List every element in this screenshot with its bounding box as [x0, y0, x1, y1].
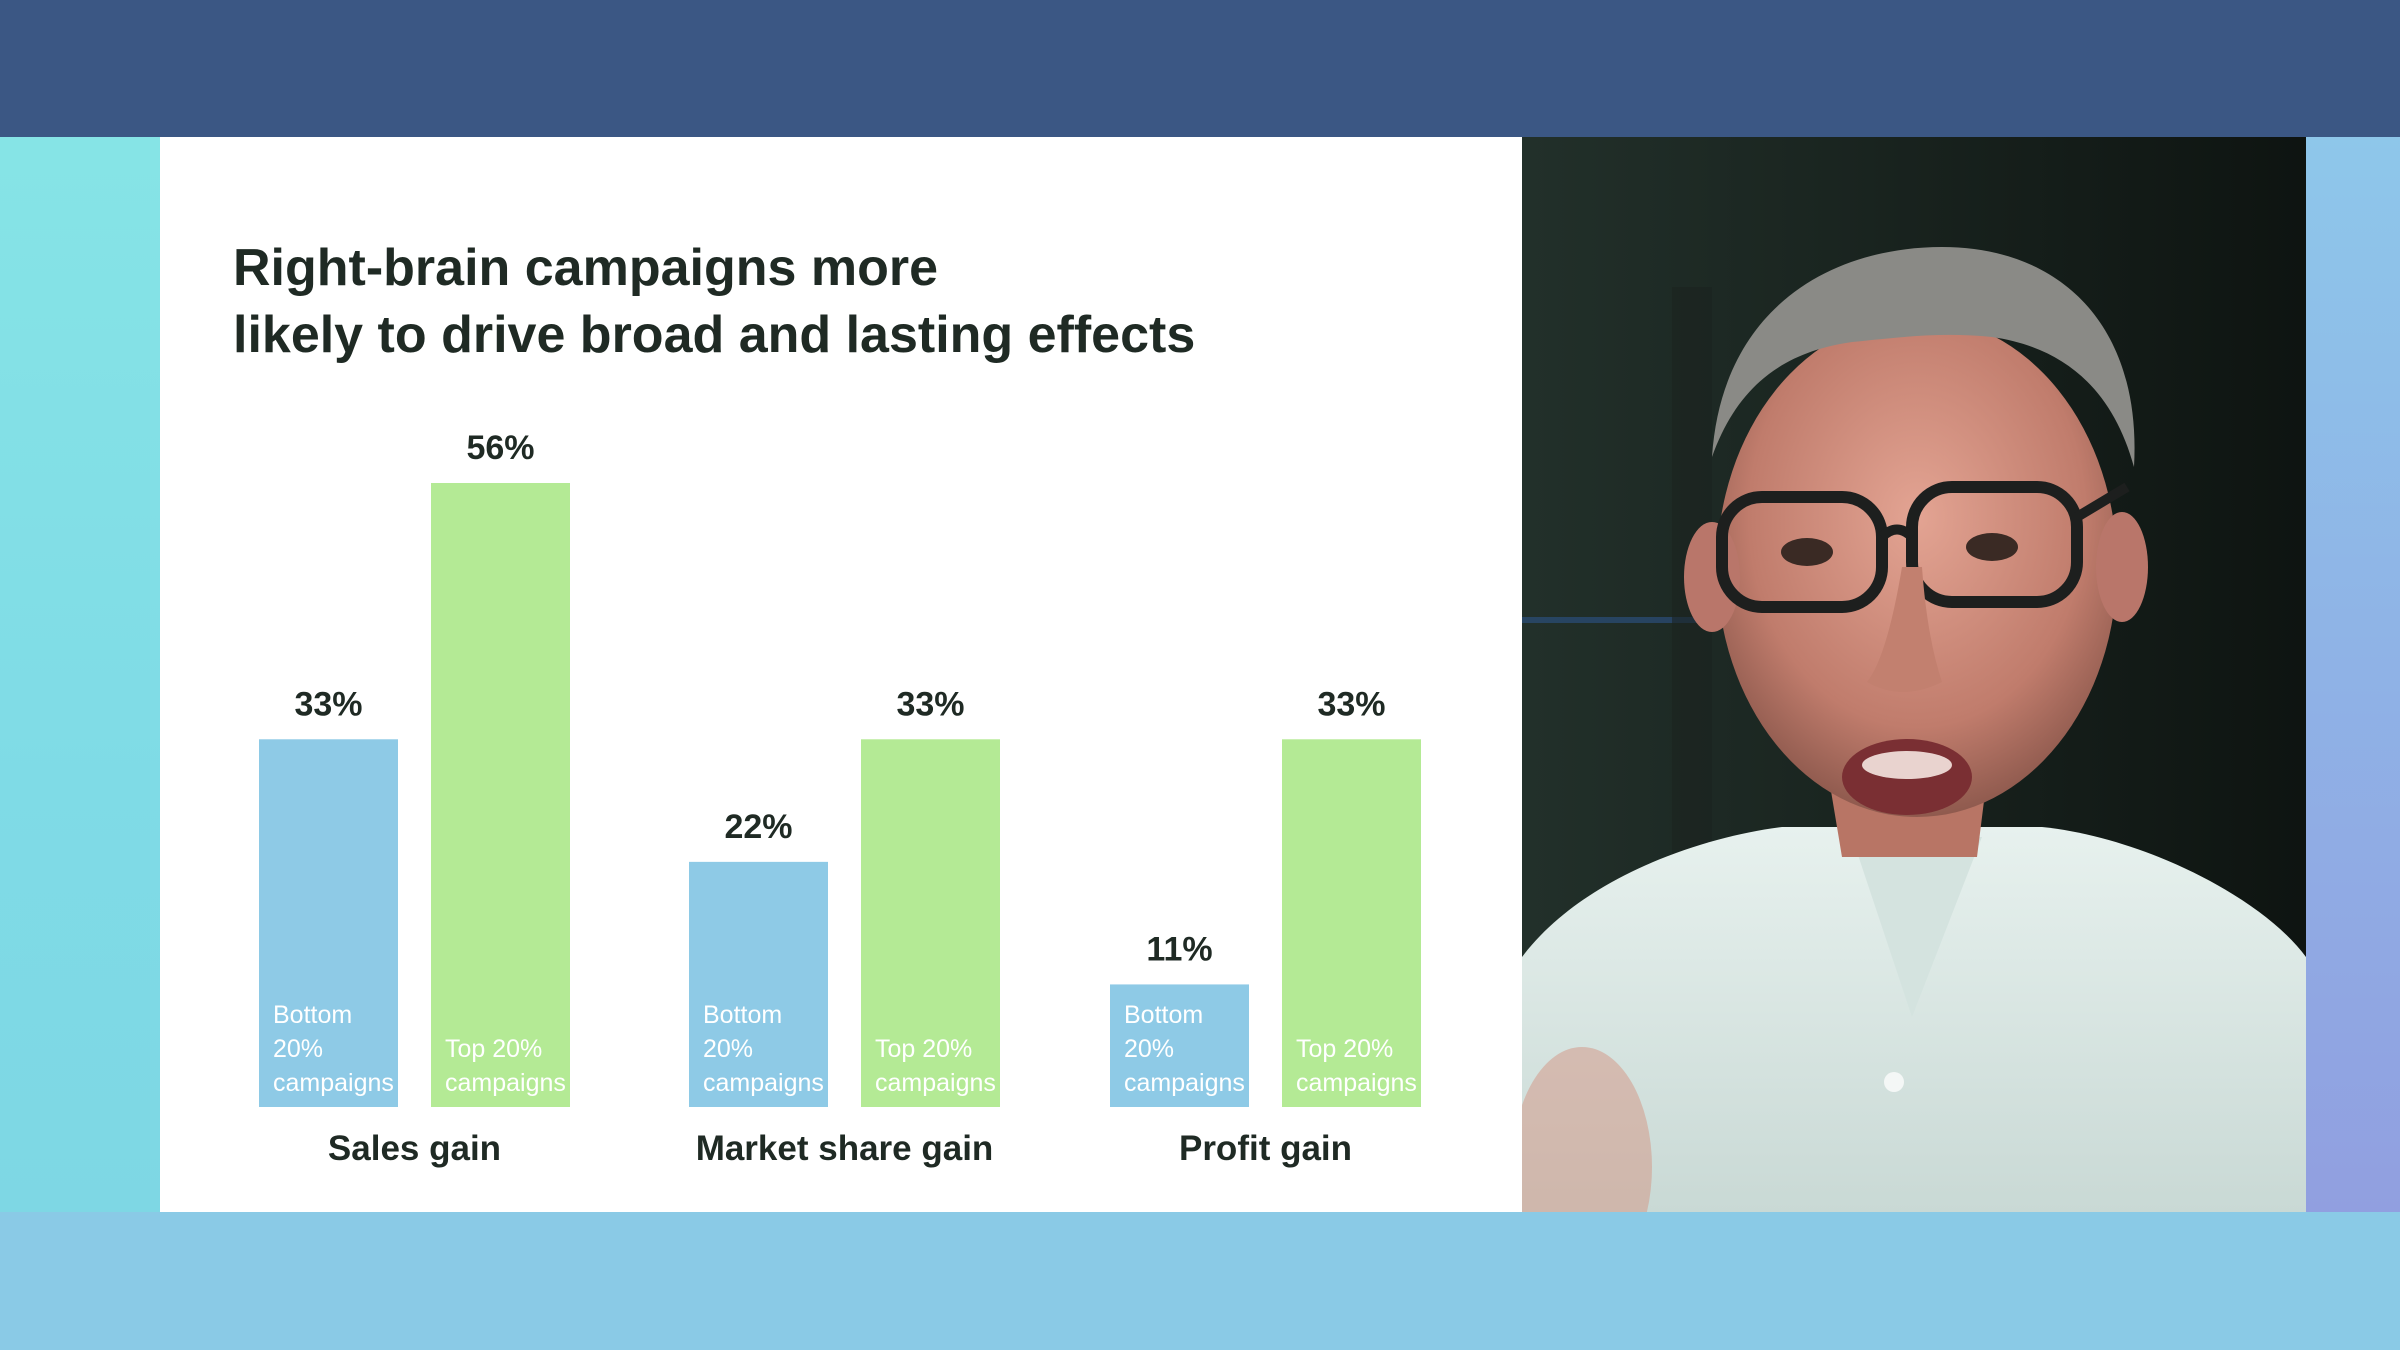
bar-series-label: campaigns: [273, 1069, 394, 1097]
bar-bottom-2: [1110, 984, 1249, 1107]
bar-chart: 33% Bottom 20% campaigns 56% Top 20% campaigns…: [259, 429, 1421, 1168]
bar-series-label: campaigns: [1124, 1069, 1245, 1097]
data-label: 22%: [724, 808, 792, 846]
bar-series-label: Top 20%: [1296, 1035, 1393, 1063]
bar-top-0: [431, 483, 570, 1107]
data-label: 33%: [294, 685, 362, 723]
bar-series-label: Bottom: [273, 1001, 352, 1029]
data-label: 56%: [466, 429, 534, 467]
bar-series-label: Bottom: [703, 1001, 782, 1029]
bar-series-label: campaigns: [703, 1069, 824, 1097]
slide-title-line-2: likely to drive broad and lasting effect…: [233, 306, 1196, 364]
bar-series-label: 20%: [1124, 1035, 1174, 1063]
category-label: Sales gain: [328, 1129, 501, 1168]
bar-top-1: [861, 739, 1000, 1107]
right-strip: [2306, 137, 2400, 1212]
slide: Right-brain campaigns more likely to dri…: [160, 137, 1522, 1212]
bar-bottom-1: [689, 861, 828, 1107]
bar-series-label: campaigns: [875, 1069, 996, 1097]
bar-series-label: Top 20%: [875, 1035, 972, 1063]
bar-series-label: 20%: [273, 1035, 323, 1063]
bar-bottom-0: [259, 739, 398, 1107]
bar-series-label: campaigns: [1296, 1069, 1417, 1097]
bar-series-label: Top 20%: [445, 1035, 542, 1063]
top-band: [0, 0, 2400, 137]
presenter-video-icon: [1522, 137, 2306, 1212]
bar-series-label: campaigns: [445, 1069, 566, 1097]
bottom-band: [0, 1212, 2400, 1350]
category-label: Profit gain: [1179, 1129, 1352, 1168]
left-strip: [0, 137, 160, 1212]
bar-series-label: 20%: [703, 1035, 753, 1063]
bar-top-2: [1282, 739, 1421, 1107]
slide-title: Right-brain campaigns more likely to dri…: [233, 235, 1483, 369]
data-label: 33%: [1317, 685, 1385, 723]
data-label: 33%: [896, 685, 964, 723]
category-label: Market share gain: [696, 1129, 994, 1168]
bar-series-label: Bottom: [1124, 1001, 1203, 1029]
data-label: 11%: [1146, 930, 1212, 968]
presenter-video: [1522, 137, 2306, 1212]
slide-title-line-1: Right-brain campaigns more: [233, 239, 938, 297]
